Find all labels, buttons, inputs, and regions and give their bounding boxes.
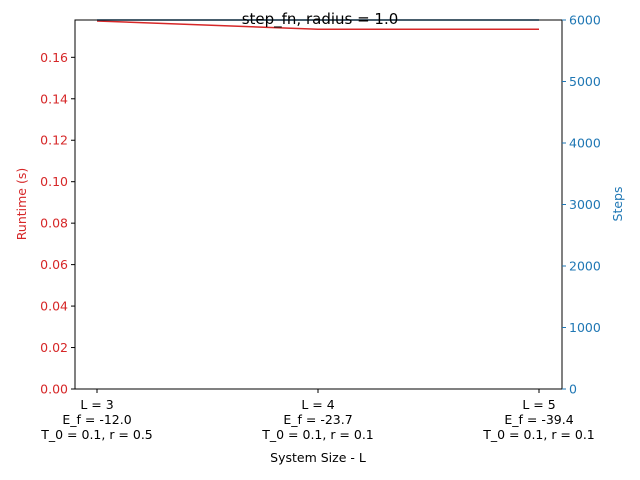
left-y-axis-label: Runtime (s) <box>14 168 29 240</box>
left-tick-label: 0.16 <box>40 50 68 65</box>
x-tick-label: L = 5 E_f = -39.4 T_0 = 0.1, r = 0.1 <box>482 397 595 442</box>
right-tick-label: 6000 <box>569 13 601 28</box>
left-tick-label: 0.08 <box>40 216 68 231</box>
left-tick-label: 0.12 <box>40 133 68 148</box>
right-tick-label: 0 <box>569 382 577 397</box>
x-tick-label-line: T_0 = 0.1, r = 0.5 <box>40 427 153 442</box>
right-tick-label: 4000 <box>569 136 601 151</box>
plot-area <box>74 19 563 390</box>
x-tick-label-line: L = 3 <box>80 397 113 412</box>
right-tick-label: 1000 <box>569 320 601 335</box>
x-tick-label-line: L = 4 <box>301 397 334 412</box>
right-y-axis: 0 1000 2000 3000 4000 5000 6000 <box>562 13 601 397</box>
left-tick-label: 0.10 <box>40 174 68 189</box>
x-tick-label-line: E_f = -23.7 <box>283 412 352 427</box>
x-tick-label: L = 3 E_f = -12.0 T_0 = 0.1, r = 0.5 <box>40 397 153 442</box>
right-tick-label: 5000 <box>569 74 601 89</box>
left-tick-label: 0.06 <box>40 257 68 272</box>
series-line-left <box>96 20 539 31</box>
left-tick-label: 0.00 <box>40 382 68 397</box>
left-tick-label: 0.14 <box>40 91 68 106</box>
x-tick-label-line: E_f = -12.0 <box>62 412 131 427</box>
right-tick-label: 3000 <box>569 197 601 212</box>
x-tick-label-line: E_f = -39.4 <box>504 412 573 427</box>
chart-title: step_fn, radius = 1.0 <box>242 10 399 29</box>
x-tick-label-line: L = 5 <box>522 397 555 412</box>
right-y-axis-label: Steps <box>610 187 625 222</box>
left-y-axis: 0.00 0.02 0.04 0.06 0.08 0.10 0.12 0.14 0.16 <box>40 50 75 397</box>
right-tick-label: 2000 <box>569 259 601 274</box>
x-axis-label: System Size - L <box>270 450 366 465</box>
x-tick-label-line: T_0 = 0.1, r = 0.1 <box>482 427 595 442</box>
left-tick-label: 0.02 <box>40 340 68 355</box>
x-tick-label-line: T_0 = 0.1, r = 0.1 <box>261 427 374 442</box>
x-tick-label: L = 4 E_f = -23.7 T_0 = 0.1, r = 0.1 <box>261 397 374 442</box>
plot-frame <box>74 19 563 390</box>
left-tick-label: 0.04 <box>40 299 68 314</box>
